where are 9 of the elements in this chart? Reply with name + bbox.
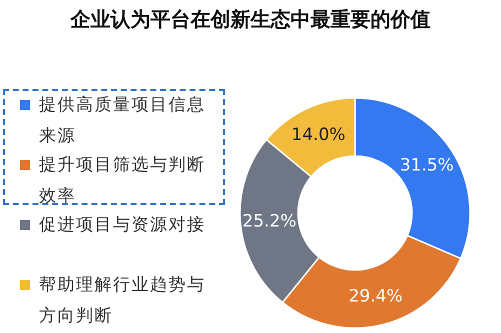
legend-label: 帮助理解行业趋势与方向判断	[39, 274, 206, 328]
legend-label: 促进项目与资源对接	[39, 214, 206, 237]
data-label: 25.2%	[242, 211, 296, 232]
data-label: 31.5%	[400, 156, 454, 176]
chart-title: 企业认为平台在创新生态中最重要的价值	[69, 6, 432, 33]
data-label: 14.0%	[291, 125, 346, 146]
legend-label: 提升项目筛选与判断效率	[39, 154, 206, 208]
data-label: 29.4%	[348, 286, 403, 306]
legend-label: 提供高质量项目信息来源	[39, 94, 206, 148]
